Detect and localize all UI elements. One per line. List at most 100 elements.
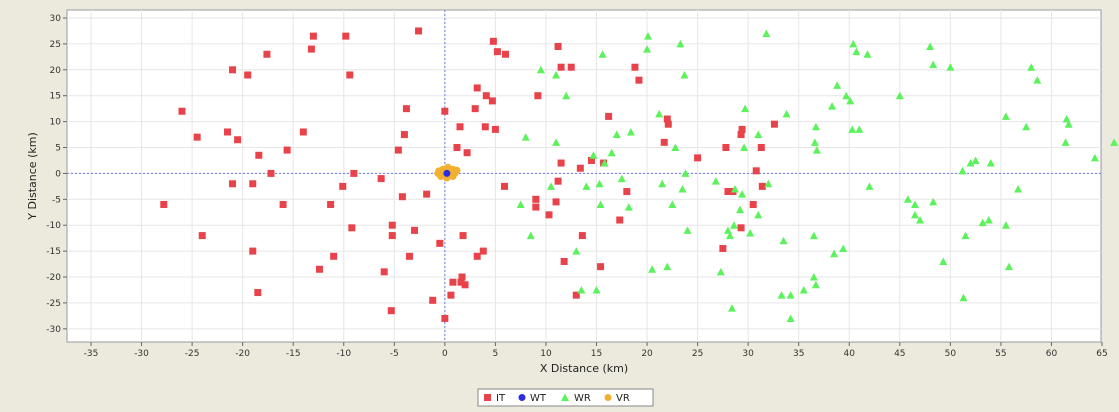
point-it [623, 188, 631, 196]
point-it [160, 200, 168, 208]
point-it [193, 133, 201, 141]
point-wr [764, 179, 773, 188]
point-it [458, 273, 466, 281]
point-wr [786, 291, 795, 299]
point-wr [663, 262, 672, 271]
point-it [327, 200, 335, 208]
point-wr [607, 148, 616, 157]
point-it [400, 131, 408, 139]
point-wr [903, 195, 912, 203]
point-wr [966, 159, 975, 167]
x-tick-label: 50 [945, 349, 957, 359]
point-wr [596, 200, 605, 208]
point-wr [1061, 138, 1070, 146]
x-tick-label: 60 [1046, 349, 1058, 359]
point-wr [680, 70, 689, 79]
x-tick-label: -35 [84, 349, 99, 359]
x-tick-label: -5 [390, 349, 399, 359]
point-wr [1004, 262, 1013, 271]
point-it [737, 131, 745, 139]
point-wr [683, 226, 692, 234]
point-wr [809, 273, 818, 281]
x-tick-label: -25 [185, 349, 200, 359]
point-wr [552, 138, 561, 146]
y-tick-label: 20 [50, 66, 62, 76]
point-it [770, 120, 778, 128]
point-it [488, 97, 496, 105]
point-it [388, 232, 396, 240]
point-wt [443, 169, 451, 177]
point-wr [971, 156, 980, 164]
point-wr [1022, 122, 1031, 131]
point-it [463, 149, 471, 157]
point-wr [740, 143, 749, 152]
point-wr [671, 143, 680, 152]
point-wr [644, 32, 653, 40]
point-it [554, 177, 562, 185]
point-wr [746, 228, 755, 237]
plot-background [66, 9, 1102, 343]
point-wr [786, 314, 795, 322]
point-vr [453, 166, 461, 174]
x-tick-label: -10 [336, 349, 351, 359]
point-wr [946, 63, 955, 71]
point-it [694, 154, 702, 162]
point-wr [959, 293, 968, 302]
point-it [457, 278, 465, 286]
x-tick-label: 35 [793, 349, 804, 359]
point-wr [939, 257, 948, 265]
x-tick-label: 20 [641, 349, 653, 359]
x-tick-label: 65 [1096, 349, 1107, 359]
x-tick-labels: -35 -30 -25 -20 -15 -10 -5 0 5 10 15 20 25 30 35 40 45 50… [84, 342, 1108, 359]
point-it [249, 180, 257, 188]
point-it [479, 247, 487, 255]
point-it [307, 45, 315, 53]
point-it [557, 159, 565, 167]
point-wr [846, 96, 855, 105]
point-it [456, 123, 464, 131]
point-it [267, 169, 275, 177]
y-tick-label: 10 [50, 118, 62, 128]
point-wr [526, 231, 535, 240]
point-it [587, 156, 595, 164]
point-it [229, 66, 237, 74]
x-tick-label: 55 [995, 349, 1006, 359]
point-wr [754, 210, 763, 219]
point-it [557, 63, 565, 71]
point-wr [595, 179, 604, 188]
point-wr [842, 91, 851, 100]
point-it [380, 268, 388, 276]
point-wr [782, 109, 791, 118]
x-tick-label: -15 [286, 349, 301, 359]
point-it [350, 169, 358, 177]
point-wr [716, 267, 725, 276]
point-wr [521, 133, 530, 141]
point-it [299, 128, 307, 136]
point-it [449, 278, 457, 286]
y-tick-label: -25 [46, 299, 61, 309]
point-wr [799, 285, 808, 294]
point-wr [668, 200, 677, 208]
point-it [423, 190, 431, 198]
point-wr [547, 182, 556, 190]
point-it [757, 144, 765, 152]
point-wr [1090, 153, 1099, 162]
point-it [402, 105, 410, 113]
point-it [572, 291, 580, 299]
point-wr [863, 50, 872, 58]
x-tick-label: 0 [442, 349, 448, 359]
point-it [436, 239, 444, 247]
point-it [315, 265, 323, 273]
point-it [441, 107, 449, 115]
point-it [387, 307, 395, 315]
point-wr [727, 304, 736, 312]
point-it [330, 252, 338, 260]
point-wr [589, 151, 598, 159]
point-wr [738, 190, 747, 198]
x-tick-label: 40 [844, 349, 856, 359]
point-it [309, 32, 317, 40]
point-wr [562, 91, 571, 100]
point-wr [929, 60, 938, 69]
point-it [283, 146, 291, 154]
